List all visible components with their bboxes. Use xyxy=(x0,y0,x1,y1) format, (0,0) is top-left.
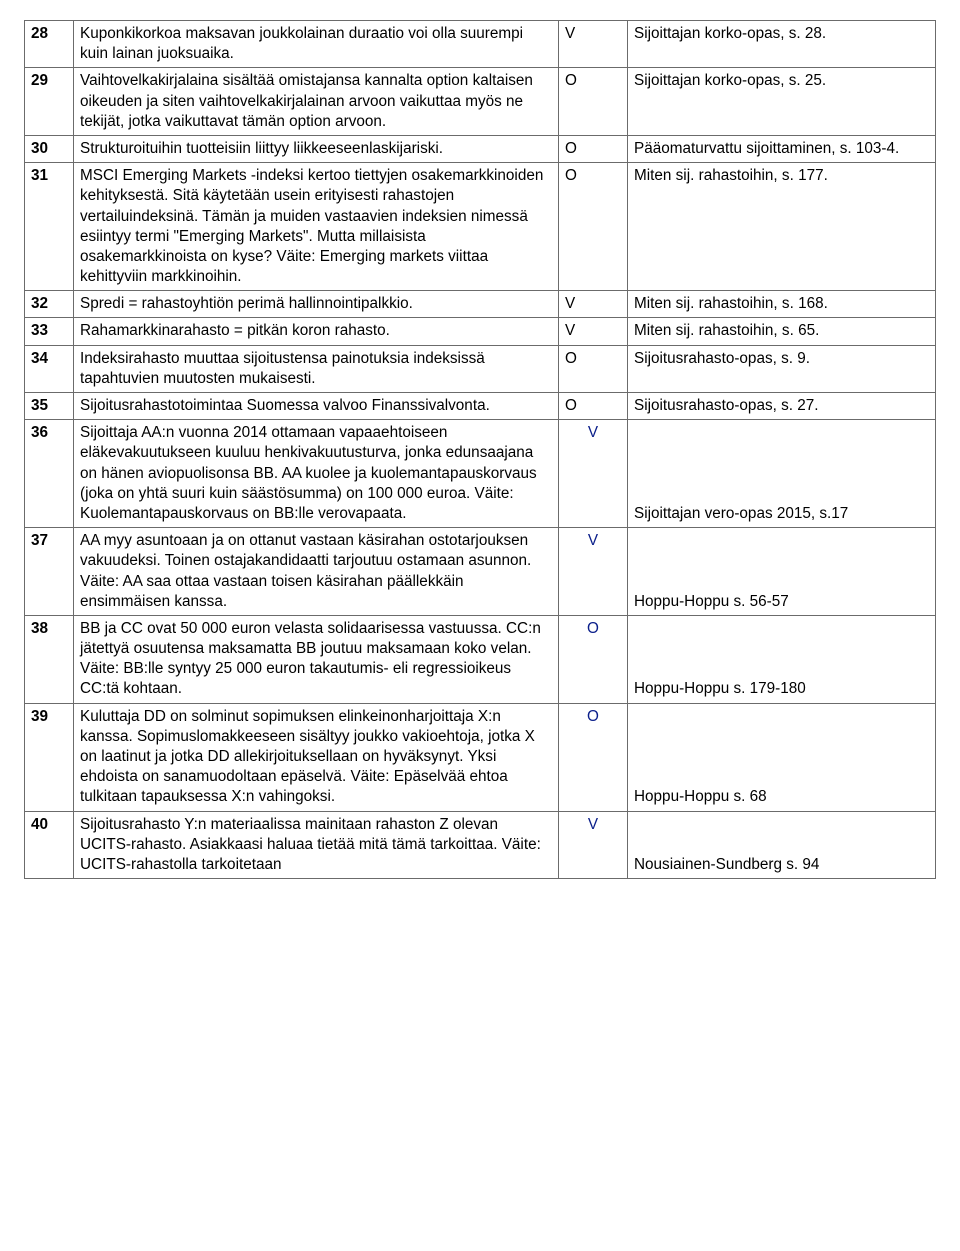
qa-table: 28Kuponkikorkoa maksavan joukkolainan du… xyxy=(24,20,936,879)
table-row: 39Kuluttaja DD on solminut sopimuksen el… xyxy=(25,703,936,811)
table-row: 36Sijoittaja AA:n vuonna 2014 ottamaan v… xyxy=(25,420,936,528)
row-number: 29 xyxy=(25,68,74,136)
row-reference: Nousiainen-Sundberg s. 94 xyxy=(628,811,936,879)
row-description: Kuluttaja DD on solminut sopimuksen elin… xyxy=(74,703,559,811)
row-answer: O xyxy=(559,703,628,811)
row-answer: O xyxy=(559,68,628,136)
row-reference: Hoppu-Hoppu s. 56-57 xyxy=(628,528,936,616)
row-reference: Hoppu-Hoppu s. 179-180 xyxy=(628,615,936,703)
row-number: 37 xyxy=(25,528,74,616)
row-description: MSCI Emerging Markets -indeksi kertoo ti… xyxy=(74,163,559,291)
row-answer: V xyxy=(559,528,628,616)
row-number: 39 xyxy=(25,703,74,811)
row-number: 31 xyxy=(25,163,74,291)
row-answer: V xyxy=(559,811,628,879)
table-row: 30Strukturoituihin tuotteisiin liittyy l… xyxy=(25,135,936,162)
row-description: Spredi = rahastoyhtiön perimä hallinnoin… xyxy=(74,291,559,318)
row-reference: Sijoittajan korko-opas, s. 28. xyxy=(628,21,936,68)
row-description: Sijoittaja AA:n vuonna 2014 ottamaan vap… xyxy=(74,420,559,528)
row-answer: O xyxy=(559,163,628,291)
row-answer: V xyxy=(559,21,628,68)
row-description: AA myy asuntoaan ja on ottanut vastaan k… xyxy=(74,528,559,616)
row-answer: O xyxy=(559,393,628,420)
row-number: 38 xyxy=(25,615,74,703)
table-row: 32Spredi = rahastoyhtiön perimä hallinno… xyxy=(25,291,936,318)
row-description: Vaihtovelkakirjalaina sisältää omistajan… xyxy=(74,68,559,136)
row-number: 28 xyxy=(25,21,74,68)
table-row: 38BB ja CC ovat 50 000 euron velasta sol… xyxy=(25,615,936,703)
row-number: 32 xyxy=(25,291,74,318)
table-row: 28Kuponkikorkoa maksavan joukkolainan du… xyxy=(25,21,936,68)
row-description: Strukturoituihin tuotteisiin liittyy lii… xyxy=(74,135,559,162)
row-number: 33 xyxy=(25,318,74,345)
row-number: 40 xyxy=(25,811,74,879)
row-reference: Sijoitusrahasto-opas, s. 9. xyxy=(628,345,936,392)
row-description: Sijoitusrahasto Y:n materiaalissa mainit… xyxy=(74,811,559,879)
row-reference: Miten sij. rahastoihin, s. 168. xyxy=(628,291,936,318)
row-number: 36 xyxy=(25,420,74,528)
row-number: 35 xyxy=(25,393,74,420)
table-row: 35Sijoitusrahastotoimintaa Suomessa valv… xyxy=(25,393,936,420)
row-number: 34 xyxy=(25,345,74,392)
row-answer: O xyxy=(559,615,628,703)
row-number: 30 xyxy=(25,135,74,162)
row-answer: O xyxy=(559,135,628,162)
row-reference: Sijoitusrahasto-opas, s. 27. xyxy=(628,393,936,420)
row-answer: O xyxy=(559,345,628,392)
row-description: Indeksirahasto muuttaa sijoitustensa pai… xyxy=(74,345,559,392)
row-reference: Miten sij. rahastoihin, s. 65. xyxy=(628,318,936,345)
table-row: 33Rahamarkkinarahasto = pitkän koron rah… xyxy=(25,318,936,345)
table-row: 29Vaihtovelkakirjalaina sisältää omistaj… xyxy=(25,68,936,136)
row-answer: V xyxy=(559,291,628,318)
row-answer: V xyxy=(559,420,628,528)
table-row: 34Indeksirahasto muuttaa sijoitustensa p… xyxy=(25,345,936,392)
row-description: Rahamarkkinarahasto = pitkän koron rahas… xyxy=(74,318,559,345)
row-description: BB ja CC ovat 50 000 euron velasta solid… xyxy=(74,615,559,703)
row-description: Kuponkikorkoa maksavan joukkolainan dura… xyxy=(74,21,559,68)
row-reference: Hoppu-Hoppu s. 68 xyxy=(628,703,936,811)
row-description: Sijoitusrahastotoimintaa Suomessa valvoo… xyxy=(74,393,559,420)
table-row: 40Sijoitusrahasto Y:n materiaalissa main… xyxy=(25,811,936,879)
table-row: 31MSCI Emerging Markets -indeksi kertoo … xyxy=(25,163,936,291)
row-reference: Sijoittajan vero-opas 2015, s.17 xyxy=(628,420,936,528)
row-reference: Miten sij. rahastoihin, s. 177. xyxy=(628,163,936,291)
table-row: 37AA myy asuntoaan ja on ottanut vastaan… xyxy=(25,528,936,616)
row-reference: Sijoittajan korko-opas, s. 25. xyxy=(628,68,936,136)
row-answer: V xyxy=(559,318,628,345)
row-reference: Pääomaturvattu sijoittaminen, s. 103-4. xyxy=(628,135,936,162)
